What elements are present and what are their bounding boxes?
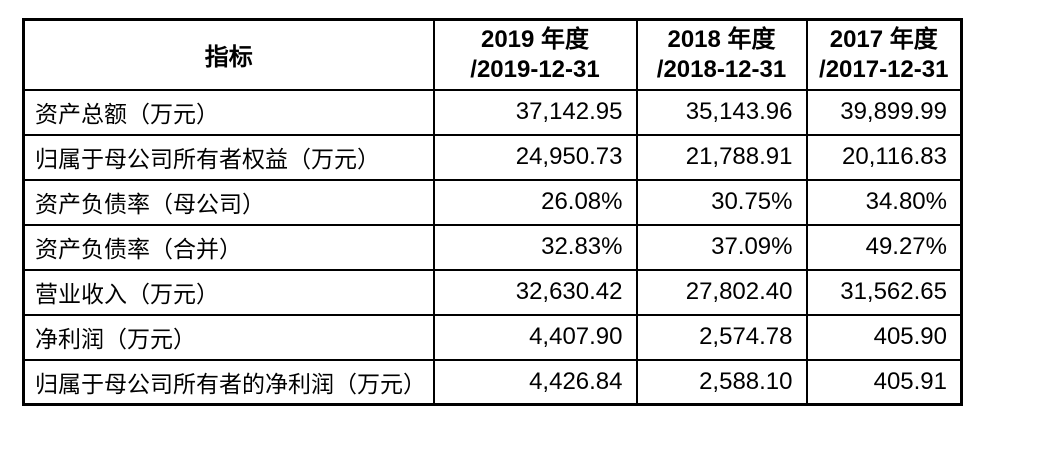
value-2018: 35,143.96: [635, 88, 808, 136]
value-2017: 49.27%: [805, 223, 963, 271]
value-2018: 30.75%: [635, 178, 808, 226]
value-2019: 4,426.84: [432, 358, 638, 406]
value-2017: 31,562.65: [805, 268, 963, 316]
value-2019: 37,142.95: [432, 88, 638, 136]
value-2017: 39,899.99: [805, 88, 963, 136]
value-2018: 21,788.91: [635, 133, 808, 181]
table-row-operating-revenue: 营业收入（万元） 32,630.42 27,802.40 31,562.65: [22, 268, 963, 316]
value-2019: 32,630.42: [432, 268, 638, 316]
header-period-2019-year: 2019 年度: [480, 25, 590, 53]
header-period-2017-date: /2017-12-31: [819, 55, 949, 83]
value-2019: 24,950.73: [432, 133, 638, 181]
table-row-net-profit-parent: 归属于母公司所有者的净利润（万元） 4,426.84 2,588.10 405.…: [22, 358, 963, 406]
financial-indicators-table: 指标 2019 年度 /2019-12-31 2018 年度 /2018-12-…: [22, 18, 963, 406]
header-period-2018-date: /2018-12-31: [656, 55, 787, 83]
value-2018: 2,574.78: [635, 313, 808, 361]
value-2017: 34.80%: [805, 178, 963, 226]
header-period-2017-year: 2017 年度: [829, 25, 938, 53]
value-2019: 4,407.90: [432, 313, 638, 361]
header-period-2018: 2018 年度 /2018-12-31: [635, 18, 808, 91]
row-label: 资产总额（万元）: [22, 88, 435, 136]
row-label: 营业收入（万元）: [22, 268, 435, 316]
header-indicator: 指标: [22, 18, 435, 91]
header-period-2019: 2019 年度 /2019-12-31: [432, 18, 638, 91]
table-header-row: 指标 2019 年度 /2019-12-31 2018 年度 /2018-12-…: [22, 18, 963, 91]
row-label: 资产负债率（合并）: [22, 223, 435, 271]
row-label: 归属于母公司所有者的净利润（万元）: [22, 358, 435, 406]
value-2018: 27,802.40: [635, 268, 808, 316]
value-2017: 405.91: [805, 358, 963, 406]
table-row-parent-equity: 归属于母公司所有者权益（万元） 24,950.73 21,788.91 20,1…: [22, 133, 963, 181]
header-period-2017: 2017 年度 /2017-12-31: [805, 18, 963, 91]
row-label: 资产负债率（母公司）: [22, 178, 435, 226]
row-label: 归属于母公司所有者权益（万元）: [22, 133, 435, 181]
value-2018: 2,588.10: [635, 358, 808, 406]
table-row-debt-ratio-consolidated: 资产负债率（合并） 32.83% 37.09% 49.27%: [22, 223, 963, 271]
value-2017: 405.90: [805, 313, 963, 361]
value-2019: 26.08%: [432, 178, 638, 226]
table-row-net-profit: 净利润（万元） 4,407.90 2,574.78 405.90: [22, 313, 963, 361]
value-2019: 32.83%: [432, 223, 638, 271]
header-indicator-label: 指标: [204, 44, 253, 72]
header-period-2018-year: 2018 年度: [667, 25, 776, 53]
row-label: 净利润（万元）: [22, 313, 435, 361]
value-2017: 20,116.83: [805, 133, 963, 181]
header-period-2019-date: /2019-12-31: [470, 55, 600, 83]
table-row-total-assets: 资产总额（万元） 37,142.95 35,143.96 39,899.99: [22, 88, 963, 136]
table-row-debt-ratio-parent: 资产负债率（母公司） 26.08% 30.75% 34.80%: [22, 178, 963, 226]
value-2018: 37.09%: [635, 223, 808, 271]
